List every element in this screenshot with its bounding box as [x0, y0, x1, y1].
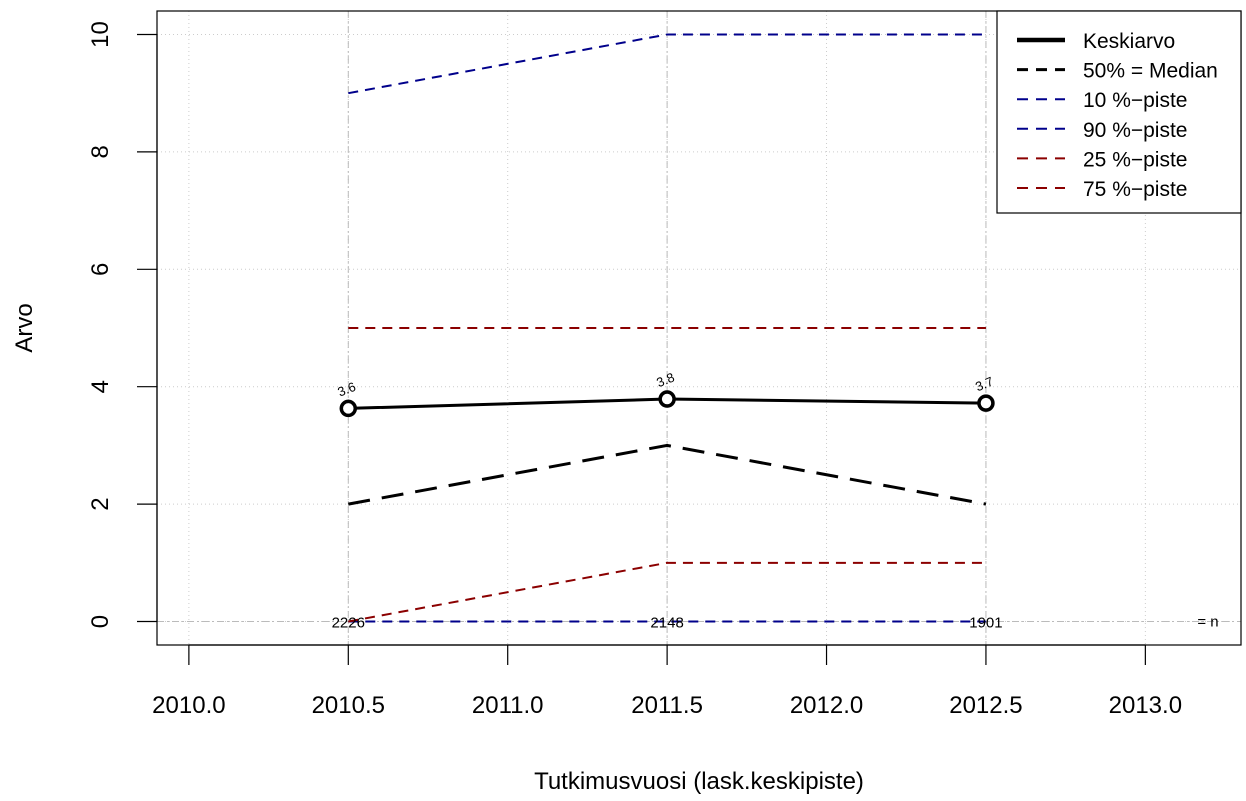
mean-point	[339, 399, 358, 418]
mean-value-label: 3.6	[335, 379, 357, 400]
x-tick-label: 2011.0	[472, 692, 544, 719]
x-tick-label: 2013.0	[1109, 692, 1182, 719]
x-tick-label: 2010.5	[312, 692, 385, 719]
legend-box	[996, 10, 1242, 214]
axes: 2010.0 2010.5 2011.0 2011.5 2012.0 2012.5 2013…	[87, 21, 1182, 719]
legend-label-1: 50% = Median	[1083, 60, 1218, 83]
series-line-4	[348, 561, 986, 623]
mean-value-label: 3.7	[973, 374, 995, 395]
x-tick-label: 2011.5	[631, 692, 703, 719]
y-tick-label: 0	[87, 615, 114, 628]
legend-label-3: 90 %−piste	[1083, 119, 1188, 142]
legend: Keskiarvo 50% = Median 10 %−piste 90 %−pist…	[996, 10, 1242, 214]
x-tick-label: 2012.0	[790, 692, 863, 719]
legend-label-4: 25 %−piste	[1083, 148, 1188, 171]
mean-value-label: 3.8	[654, 370, 676, 391]
y-tick-label: 8	[87, 145, 114, 158]
series-line-1	[348, 443, 987, 506]
y-tick-label: 6	[87, 263, 114, 276]
n-count-label: 1901	[969, 615, 1002, 632]
series-line-3	[348, 33, 986, 95]
mean-point	[658, 390, 676, 408]
grid	[157, 11, 1241, 645]
n-marker-label: = n	[1197, 614, 1218, 631]
x-axis-label: Tutkimusvuosi (lask.keskipiste)	[534, 768, 864, 795]
n-count-label: 2148	[650, 615, 683, 632]
x-tick-label: 2012.5	[949, 692, 1022, 719]
y-tick-label: 4	[87, 380, 114, 393]
y-tick-label: 10	[87, 21, 114, 48]
data-labels: 3.6 3.8 3.7 2226 2148 1901 = n	[332, 370, 1219, 632]
n-count-label: 2226	[332, 615, 365, 632]
series-layer	[339, 33, 995, 623]
y-axis-label: Arvo	[11, 303, 38, 352]
legend-label-0: Keskiarvo	[1083, 30, 1175, 53]
mean-point	[977, 394, 995, 412]
y-tick-label: 2	[87, 497, 114, 510]
x-tick-label: 2010.0	[152, 692, 225, 719]
legend-label-5: 75 %−piste	[1083, 178, 1188, 201]
legend-label-2: 10 %−piste	[1083, 89, 1188, 112]
